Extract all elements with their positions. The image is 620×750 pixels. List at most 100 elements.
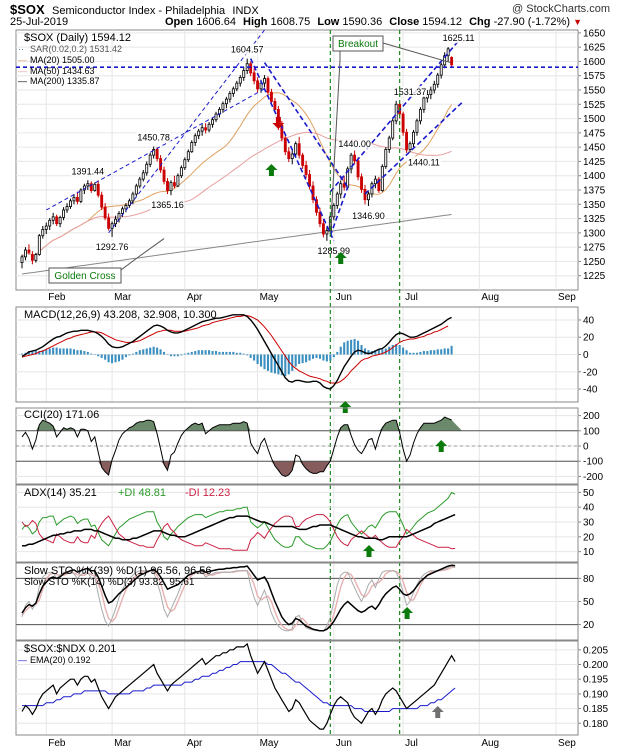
candle-body <box>332 205 336 218</box>
candle-body <box>405 131 409 150</box>
macd-histogram-bar <box>301 354 304 364</box>
macd-histogram-bar <box>159 349 162 355</box>
macd-histogram-bar <box>225 351 228 355</box>
macd-histogram-bar <box>173 354 176 357</box>
adx-tick-label: 30 <box>583 518 595 529</box>
macd-histogram-bar <box>114 354 117 363</box>
month-label: Sep <box>558 292 576 303</box>
price-tick-label: 1250 <box>583 257 606 268</box>
sto-k39-line <box>21 564 456 632</box>
macd-histogram-bar <box>235 352 238 355</box>
breakout-leader <box>382 42 451 64</box>
macd-histogram-bar <box>374 350 377 355</box>
annotation-bg <box>441 32 476 44</box>
plus-di-line <box>21 491 456 550</box>
price-tick-label: 1600 <box>583 57 606 68</box>
macd-histogram-bar <box>86 351 89 355</box>
macd-histogram-bar <box>117 354 121 362</box>
macd-histogram-bar <box>343 342 346 355</box>
candle-body <box>75 197 79 202</box>
macd-histogram-bar <box>93 354 96 355</box>
candle-body <box>124 205 128 210</box>
candle-body <box>69 200 72 207</box>
red-down-arrow-icon <box>272 117 285 129</box>
annotation-bg <box>393 85 428 97</box>
cci-line <box>21 416 452 477</box>
macd-histogram-bar <box>436 349 439 355</box>
price-annotation: 1531.37 <box>394 87 427 97</box>
candle-body <box>24 249 27 258</box>
candle-body <box>294 143 298 155</box>
cci-tick-label: 100 <box>583 426 600 437</box>
candle-body <box>283 137 287 153</box>
candle-body <box>408 143 412 150</box>
macd-histogram-bar <box>395 344 398 355</box>
candle-body <box>211 119 214 125</box>
macd-histogram-bar <box>447 348 450 355</box>
cci-tick-label: 200 <box>583 411 600 422</box>
candle-body <box>173 182 176 187</box>
macd-histogram-bar <box>48 348 51 355</box>
index-name: Semiconductor Index - Philadelphia <box>52 5 226 17</box>
month-label: Jul <box>405 738 418 749</box>
candle-body <box>117 213 121 220</box>
macd-histogram-bar <box>111 354 114 364</box>
candle-body <box>367 193 370 201</box>
macd-histogram-bar <box>450 345 453 355</box>
price-annotation: 1391.44 <box>72 166 105 176</box>
macd-histogram-bar <box>218 351 221 355</box>
price-tick-label: 1500 <box>583 114 606 125</box>
candle-body <box>183 159 187 169</box>
macd-histogram-bar <box>336 351 339 355</box>
macd-histogram-bar <box>128 354 131 356</box>
macd-histogram-bar <box>350 339 353 355</box>
breakout-callout: Breakout <box>338 39 378 50</box>
macd-histogram-bar <box>166 354 169 355</box>
ratio-frame <box>15 640 579 736</box>
macd-histogram-bar <box>260 354 263 367</box>
candle-body <box>238 77 242 84</box>
macd-histogram-bar <box>381 349 384 355</box>
chg-value: -27.90 (-1.72%) <box>493 16 570 28</box>
candle-body <box>152 149 156 156</box>
candle-body <box>418 109 422 122</box>
macd-histogram-bar <box>204 350 207 355</box>
sto-tick-label: 20 <box>583 620 595 631</box>
ma200-line <box>21 214 452 275</box>
ratio-tick-label: 0.200 <box>583 660 608 671</box>
price-tick-label: 1225 <box>583 271 606 282</box>
macd-tick-label: -40 <box>583 385 598 396</box>
open-value: 1606.64 <box>196 16 236 28</box>
macd-histogram-bar <box>228 351 231 355</box>
adx-tick-label: 50 <box>583 488 595 499</box>
candle-body <box>380 166 384 191</box>
annotation-bg <box>136 131 171 143</box>
golden-cross-callout: Golden Cross <box>54 271 115 282</box>
macd-histogram-bar <box>214 351 218 355</box>
candle-body <box>273 101 277 110</box>
macd-histogram-bar <box>149 347 152 355</box>
chart-header: $SOX Semiconductor Index - Philadelphia … <box>10 2 610 30</box>
candle-body <box>200 127 204 132</box>
legend-swatch: — <box>18 66 27 76</box>
macd-histogram-bar <box>325 354 328 362</box>
candle-body <box>387 137 391 150</box>
macd-tick-label: 0 <box>583 350 589 361</box>
golden-cross-leader <box>136 238 165 259</box>
cci-tick-label: -100 <box>583 457 603 468</box>
price-tick-label: 1650 <box>583 28 606 39</box>
macd-histogram-bar <box>357 340 360 355</box>
macd-histogram-bar <box>72 349 76 355</box>
ratio-tick-label: 0.190 <box>583 689 608 700</box>
month-label: Sep <box>558 738 576 749</box>
candle-body <box>356 160 360 178</box>
candle-body <box>27 249 31 253</box>
macd-histogram-bar <box>201 350 204 355</box>
month-label: Feb <box>48 292 66 303</box>
ma20-line <box>21 92 453 258</box>
candle-body <box>446 48 450 57</box>
macd-histogram-bar <box>263 354 266 370</box>
macd-histogram-bar <box>90 353 93 355</box>
candle-body <box>235 82 239 90</box>
